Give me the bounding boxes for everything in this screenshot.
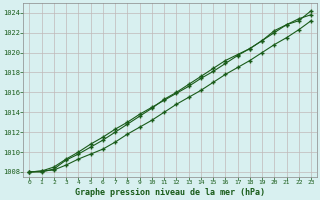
X-axis label: Graphe pression niveau de la mer (hPa): Graphe pression niveau de la mer (hPa) bbox=[75, 188, 265, 197]
